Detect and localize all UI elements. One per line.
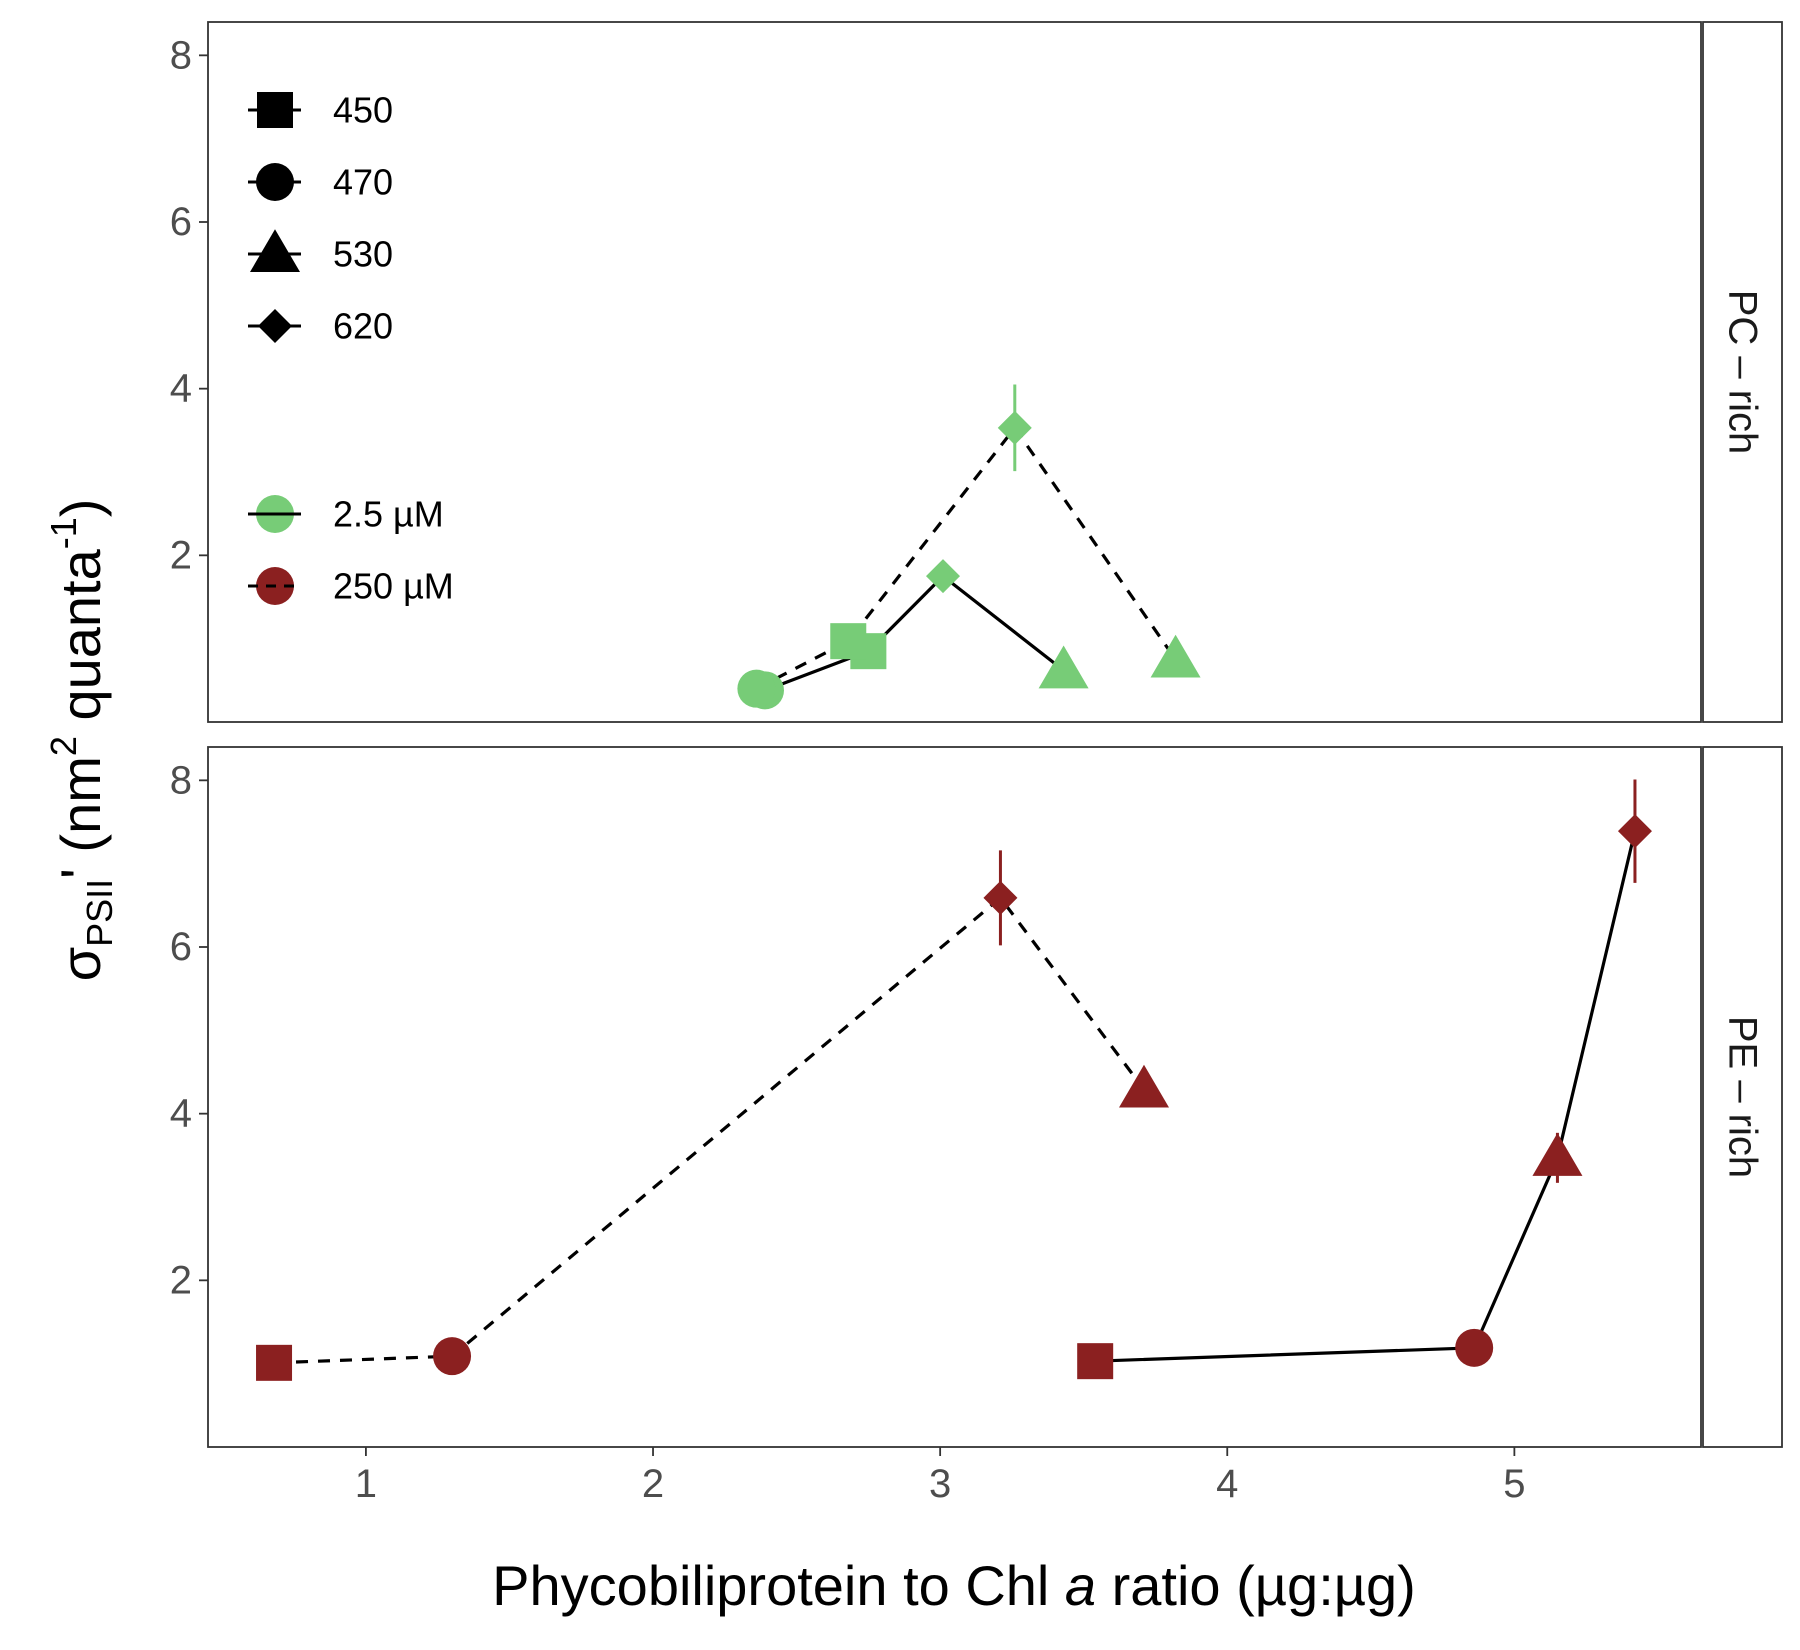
point-620 — [926, 559, 961, 594]
strip-label: PE – rich — [1721, 1016, 1765, 1178]
y-tick-label: 8 — [170, 758, 192, 802]
panel-1: PC – rich 2 4 6 8 — [170, 21, 1783, 723]
x-tick-label: 2 — [642, 1462, 664, 1506]
point-470 — [737, 669, 776, 708]
panels-layer: PC – rich 2 4 6 8 PE – rich 2 4 6 8 1 2 3 4 5 — [170, 21, 1783, 1506]
x-axis-title: Phycobiliprotein to Chl a ratio (µg:µg) — [492, 1554, 1416, 1617]
y-tick-label: 6 — [170, 200, 192, 244]
strip-box — [1702, 746, 1783, 1448]
point-450 — [830, 623, 867, 660]
y-tick-label: 4 — [170, 367, 192, 411]
legend-label: 470 — [333, 162, 393, 203]
y-tick-label: 6 — [170, 925, 192, 969]
y-tick-label: 2 — [170, 1258, 192, 1302]
legend-layer: 450 470 530 620 2.5 µM 250 µM — [248, 90, 454, 607]
legend-key-450 — [257, 92, 293, 128]
legend-label: 450 — [333, 90, 393, 131]
point-620 — [997, 410, 1032, 445]
point-620 — [1617, 814, 1652, 849]
point-450 — [256, 1344, 293, 1381]
series-line-1 — [1095, 830, 1637, 1363]
legend-label: 2.5 µM — [333, 494, 444, 535]
point-450 — [1077, 1343, 1114, 1380]
panel-border — [207, 21, 1702, 723]
point-470 — [433, 1337, 472, 1376]
x-tick-label: 1 — [355, 1462, 377, 1506]
legend-label: 530 — [333, 234, 393, 275]
y-axis-title: σPSII' (nm2 quanta-1) — [43, 499, 120, 982]
point-530 — [1532, 1133, 1583, 1176]
panel-2: PE – rich 2 4 6 8 — [170, 746, 1783, 1448]
series-line-1 — [764, 574, 1065, 692]
point-530 — [1118, 1064, 1169, 1108]
legend-label: 250 µM — [333, 566, 454, 607]
strip-box — [1702, 21, 1783, 723]
point-620 — [983, 880, 1018, 915]
legend-key-470 — [256, 163, 294, 201]
x-tick-label: 5 — [1503, 1462, 1525, 1506]
y-tick-label: 8 — [170, 33, 192, 77]
legend-key-620 — [258, 309, 292, 343]
point-530 — [1150, 634, 1201, 678]
x-tick-label: 4 — [1216, 1462, 1238, 1506]
series-line-2 — [273, 895, 1146, 1365]
legend-label: 620 — [333, 306, 393, 347]
strip-label: PC – rich — [1721, 290, 1765, 455]
y-tick-label: 2 — [170, 533, 192, 577]
point-530 — [1038, 645, 1089, 689]
legend-key-530 — [250, 229, 300, 272]
y-tick-label: 4 — [170, 1092, 192, 1136]
series-line-2 — [755, 425, 1177, 691]
panel-border — [207, 746, 1702, 1448]
point-470 — [1455, 1328, 1494, 1367]
x-tick-label: 3 — [929, 1462, 951, 1506]
